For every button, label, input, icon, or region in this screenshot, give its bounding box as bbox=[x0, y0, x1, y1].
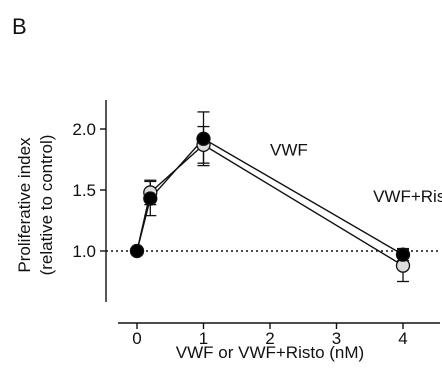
y-tick-label: 1.0 bbox=[72, 242, 96, 261]
data-point-vwf bbox=[196, 131, 211, 146]
data-point-vwf bbox=[395, 247, 411, 262]
series-line-vwf bbox=[136, 137, 404, 256]
series-annotation: VWF bbox=[270, 141, 308, 160]
plot-area: 1.0 1.5 2.0 0 1 2 3 4 VWF VWF+Risto bbox=[72, 100, 442, 348]
y-axis-label-line-2: (relative to control) bbox=[37, 135, 56, 276]
data-point-vwf bbox=[129, 243, 145, 259]
series-annotation: VWF+Risto bbox=[373, 187, 442, 206]
y-tick-label: 1.5 bbox=[72, 181, 96, 200]
x-tick-label: 3 bbox=[332, 329, 341, 348]
x-tick-label: 1 bbox=[199, 329, 208, 348]
x-tick-label: 2 bbox=[265, 329, 274, 348]
x-tick-label: 0 bbox=[132, 329, 141, 348]
y-axis-label-line-1: Proliferative index bbox=[15, 137, 34, 273]
panel-label: B bbox=[12, 14, 27, 39]
y-tick-label: 2.0 bbox=[72, 120, 96, 139]
data-point-vwf bbox=[143, 191, 158, 206]
x-axis-label: VWF or VWF+Risto (nM) bbox=[176, 343, 364, 362]
x-tick-label: 4 bbox=[398, 329, 407, 348]
series-line-vwf-risto bbox=[136, 143, 404, 267]
